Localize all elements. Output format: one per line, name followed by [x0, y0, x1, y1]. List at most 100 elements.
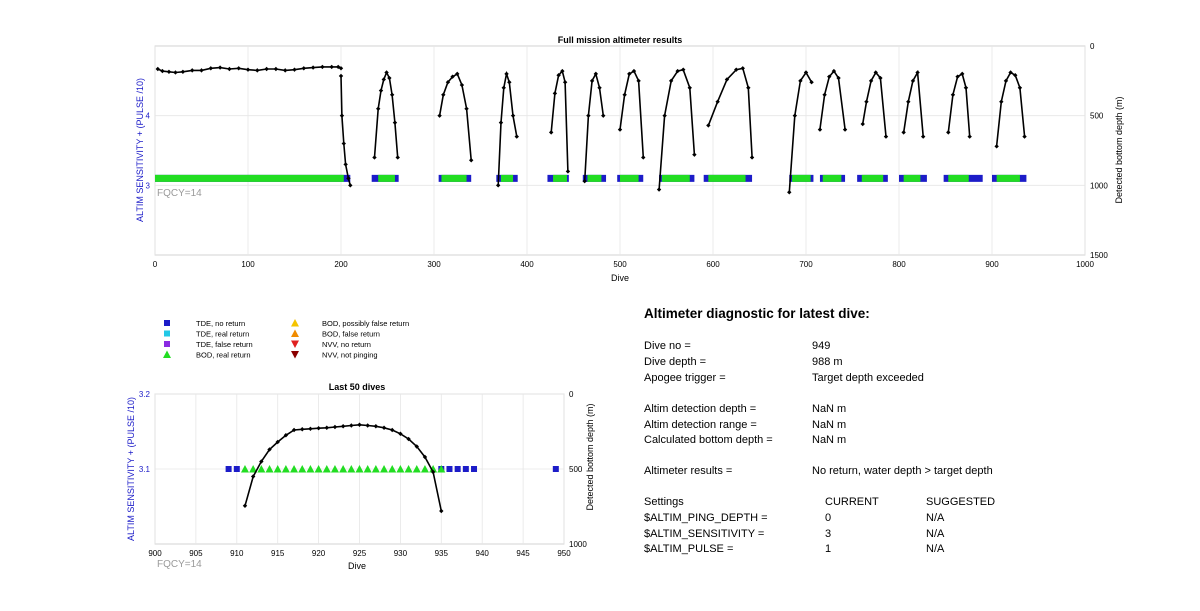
depth-point — [349, 423, 354, 428]
depth-point — [999, 99, 1004, 104]
depth-point — [398, 431, 403, 436]
depth-point — [166, 69, 172, 74]
right-tick-label: 500 — [569, 465, 583, 474]
depth-point — [308, 426, 313, 431]
x-tick-label: 0 — [153, 260, 158, 269]
diagnostic-title: Altimeter diagnostic for latest dive: — [644, 306, 870, 321]
top-fqcy-label: FQCY=14 — [157, 188, 202, 199]
top-x-axis-label: Dive — [611, 273, 629, 283]
bottom-depth-series — [550, 69, 569, 172]
depth-point — [715, 99, 720, 104]
depth-point — [817, 127, 823, 132]
depth-point — [291, 427, 297, 433]
depth-point — [373, 424, 379, 429]
depth-point — [242, 503, 248, 508]
tde-no-return-marker — [225, 466, 232, 472]
depth-point — [387, 75, 392, 81]
depth-point — [310, 65, 316, 70]
bod-real-return-marker — [363, 465, 372, 473]
depth-point — [439, 508, 444, 514]
legend-marker — [164, 341, 170, 347]
depth-point — [378, 88, 384, 93]
depth-point — [1013, 73, 1018, 78]
depth-point — [507, 80, 512, 85]
depth-point — [617, 127, 623, 132]
depth-point — [395, 155, 400, 160]
legend-marker — [164, 330, 170, 337]
depth-point — [283, 433, 289, 438]
top-grid — [154, 46, 1086, 255]
depth-point — [381, 425, 387, 430]
depth-point — [384, 70, 389, 75]
depth-point — [301, 66, 306, 71]
setting-name: $ALTIM_SENSITIVITY = — [644, 528, 765, 540]
bod-real-return-band — [553, 174, 567, 182]
bottom-depth-series — [819, 69, 846, 130]
depth-point — [346, 176, 351, 181]
depth-point — [338, 73, 344, 79]
depth-point — [656, 187, 662, 192]
bod-real-return-marker — [322, 465, 331, 473]
depth-point — [662, 113, 667, 118]
depth-point — [381, 77, 386, 82]
depth-point — [469, 158, 474, 163]
dive-no-value: 949 — [812, 340, 831, 352]
x-tick-label: 600 — [706, 260, 720, 269]
x-tick-label: 950 — [557, 549, 571, 558]
x-tick-label: 400 — [520, 260, 534, 269]
legend-label: NVV, no return — [322, 340, 371, 349]
bottom-depth-series — [947, 72, 971, 137]
depth-point — [338, 66, 344, 71]
depth-point — [332, 424, 338, 430]
top-chart: 0 100 200 300 400 500 600 700 800 900 1000 4 3 0 500 10… — [135, 35, 1124, 283]
bod-real-return-marker — [396, 465, 405, 473]
altim-det-depth-label: Altim detection depth = — [644, 403, 757, 415]
bod-real-return-marker — [306, 465, 315, 473]
bod-real-return-band — [155, 174, 344, 182]
depth-point — [259, 459, 264, 464]
legend-marker — [291, 319, 299, 327]
bottom-chart: 900 905 910 915 920 925 930 935 940 945 950 3.2 3.1 0… — [126, 382, 595, 571]
x-tick-label: 800 — [892, 260, 906, 269]
bod-real-return-marker — [347, 465, 356, 473]
x-tick-label: 100 — [241, 260, 255, 269]
right-tick-label: 1500 — [1090, 251, 1108, 260]
depth-point — [190, 68, 195, 73]
depth-point — [495, 183, 501, 188]
depth-point — [498, 120, 504, 125]
x-tick-label: 945 — [516, 549, 530, 558]
depth-point — [955, 74, 960, 79]
depth-point — [300, 427, 305, 432]
bod-real-return-marker — [298, 465, 307, 473]
depth-point — [562, 80, 568, 85]
tde-no-return-marker — [462, 466, 469, 472]
bod-real-return-marker — [371, 465, 380, 473]
depth-point — [208, 66, 213, 71]
depth-point — [340, 424, 346, 429]
depth-point — [842, 127, 848, 132]
depth-point — [556, 73, 561, 78]
x-tick-label: 935 — [435, 549, 449, 558]
depth-point — [803, 70, 809, 75]
depth-point — [1022, 134, 1027, 139]
x-tick-label: 915 — [271, 549, 285, 558]
top-chart-title: Full mission altimeter results — [558, 35, 683, 45]
x-tick-label: 910 — [230, 549, 244, 558]
settings-label: Settings — [644, 496, 684, 508]
x-tick-label: 900 — [148, 549, 162, 558]
depth-point — [217, 65, 223, 70]
depth-point — [883, 134, 889, 139]
depth-point — [675, 68, 680, 74]
setting-current: 3 — [825, 528, 832, 540]
setting-current: 1 — [825, 543, 832, 555]
calc-bottom-label: Calculated bottom depth = — [644, 434, 773, 446]
legend-label: NVV, not pinging — [322, 351, 378, 360]
top-marks — [155, 64, 1027, 195]
bod-real-return-band — [661, 174, 690, 182]
depth-point — [514, 134, 519, 139]
setting-suggested: N/A — [926, 543, 945, 555]
current-header: CURRENT — [825, 496, 879, 508]
depth-point — [320, 64, 325, 70]
right-tick-label: 1000 — [1090, 181, 1108, 190]
